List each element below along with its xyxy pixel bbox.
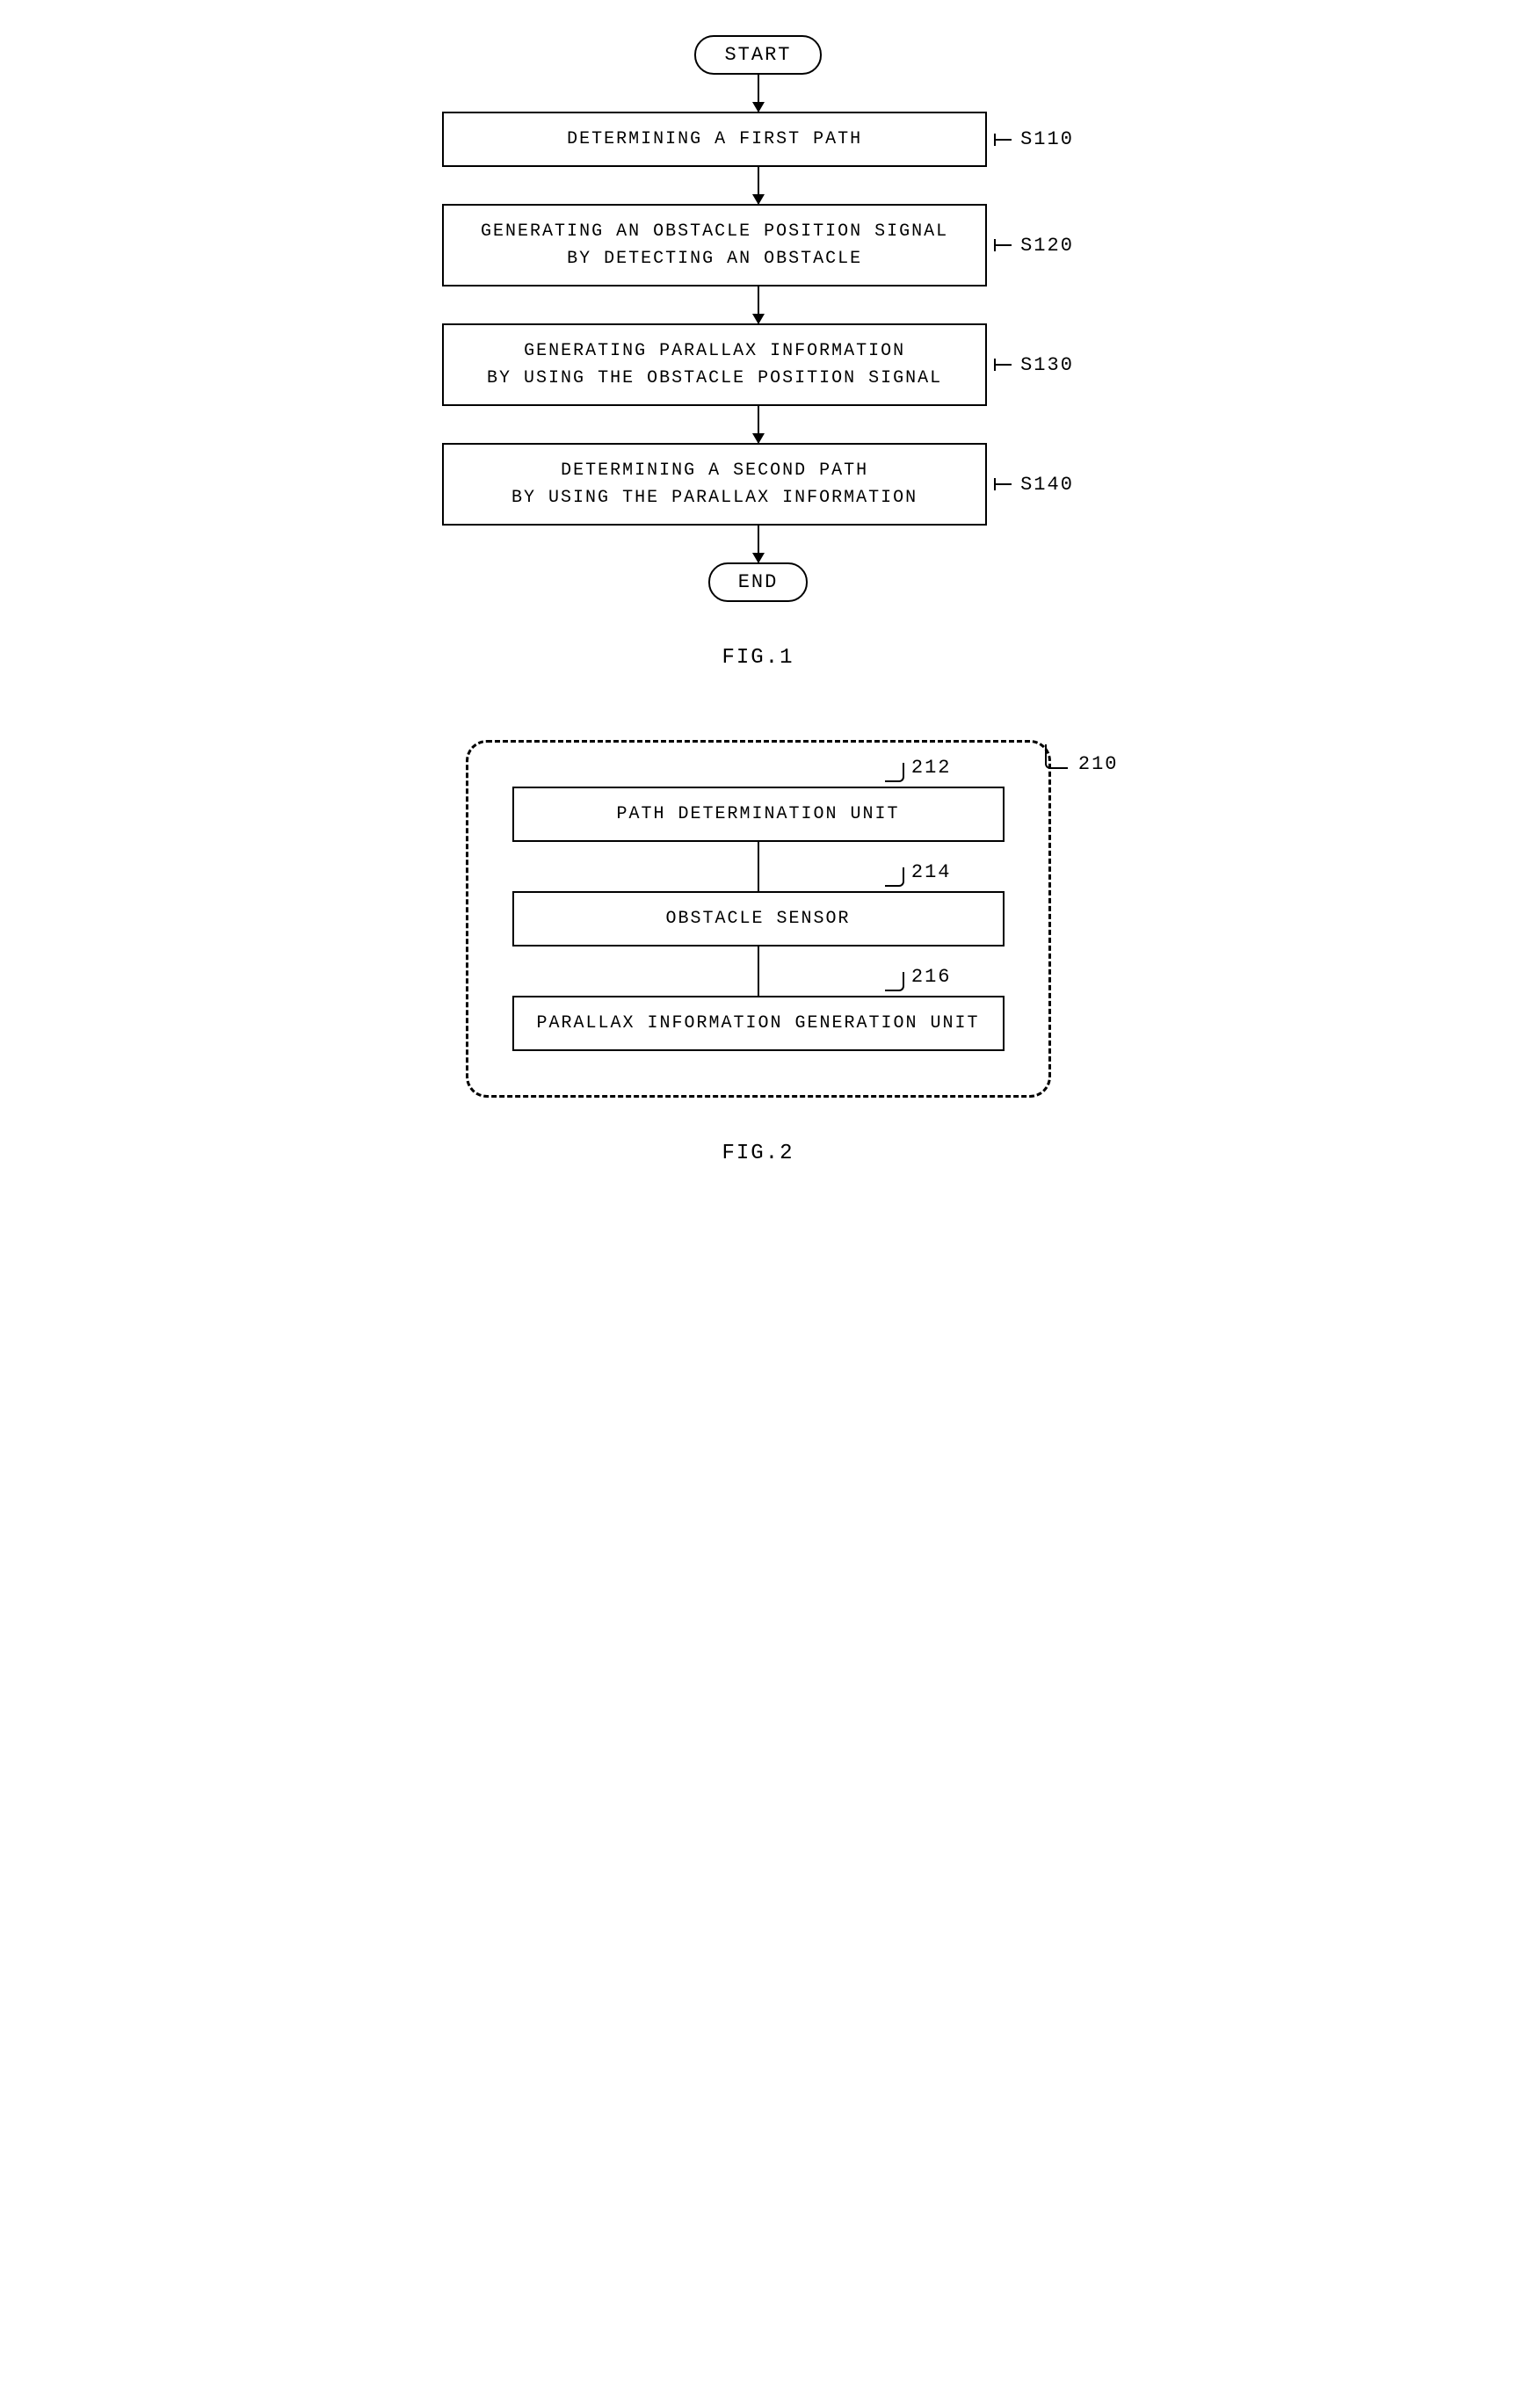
step-ref-text: S120 (1020, 235, 1074, 257)
connector-line (758, 947, 759, 996)
arrow (758, 406, 759, 443)
unit: 212PATH DETERMINATION UNIT (512, 787, 1005, 842)
flow-step: GENERATING PARALLAX INFORMATIONBY USING … (442, 323, 1074, 406)
step-ref: S140 (994, 474, 1074, 496)
flow-step-box: DETERMINING A SECOND PATHBY USING THE PA… (442, 443, 987, 526)
unit-ref-text: 212 (911, 757, 952, 779)
leader-line (1045, 744, 1068, 769)
unit: 216PARALLAX INFORMATION GENERATION UNIT (512, 996, 1005, 1051)
fig2-label: FIG.2 (722, 1142, 794, 1165)
flow-step: DETERMINING A FIRST PATH S110 (442, 112, 1074, 167)
step-ref: S110 (994, 128, 1074, 150)
flow-step-box: GENERATING AN OBSTACLE POSITION SIGNALBY… (442, 204, 987, 286)
arrow (758, 286, 759, 323)
unit-ref: 214 (885, 861, 952, 883)
unit-ref-text: 216 (911, 966, 952, 988)
system-frame: 210 212PATH DETERMINATION UNIT214OBSTACL… (466, 740, 1051, 1098)
arrow (758, 167, 759, 204)
unit-ref-text: 214 (911, 861, 952, 883)
unit-ref: 212 (885, 757, 952, 779)
step-ref: S130 (994, 354, 1074, 376)
leader-line (994, 364, 1012, 366)
step-ref-text: S110 (1020, 128, 1074, 150)
fig1-label: FIG.1 (722, 646, 794, 670)
unit-box: OBSTACLE SENSOR (512, 891, 1005, 947)
frame-ref: 210 (1045, 751, 1119, 776)
unit-box: PARALLAX INFORMATION GENERATION UNIT (512, 996, 1005, 1051)
flow-step: GENERATING AN OBSTACLE POSITION SIGNALBY… (442, 204, 1074, 286)
leader-line (885, 763, 904, 782)
frame-ref-text: 210 (1078, 753, 1119, 775)
arrow (758, 75, 759, 112)
flow-step-box: GENERATING PARALLAX INFORMATIONBY USING … (442, 323, 987, 406)
leader-line (994, 483, 1012, 485)
figure-1: START DETERMINING A FIRST PATH S110 GENERA… (442, 35, 1074, 670)
step-ref-text: S140 (1020, 474, 1074, 496)
leader-line (994, 139, 1012, 141)
flow-step: DETERMINING A SECOND PATHBY USING THE PA… (442, 443, 1074, 526)
arrow (758, 526, 759, 562)
unit-ref: 216 (885, 966, 952, 988)
flow-step-box: DETERMINING A FIRST PATH (442, 112, 987, 167)
leader-line (994, 244, 1012, 246)
step-ref-text: S130 (1020, 354, 1074, 376)
unit-box: PATH DETERMINATION UNIT (512, 787, 1005, 842)
leader-line (885, 867, 904, 887)
connector-line (758, 842, 759, 891)
unit: 214OBSTACLE SENSOR (512, 891, 1005, 947)
end-terminal: END (708, 562, 809, 602)
start-terminal: START (694, 35, 821, 75)
figure-2: 210 212PATH DETERMINATION UNIT214OBSTACL… (466, 740, 1051, 1165)
step-ref: S120 (994, 235, 1074, 257)
leader-line (885, 972, 904, 991)
